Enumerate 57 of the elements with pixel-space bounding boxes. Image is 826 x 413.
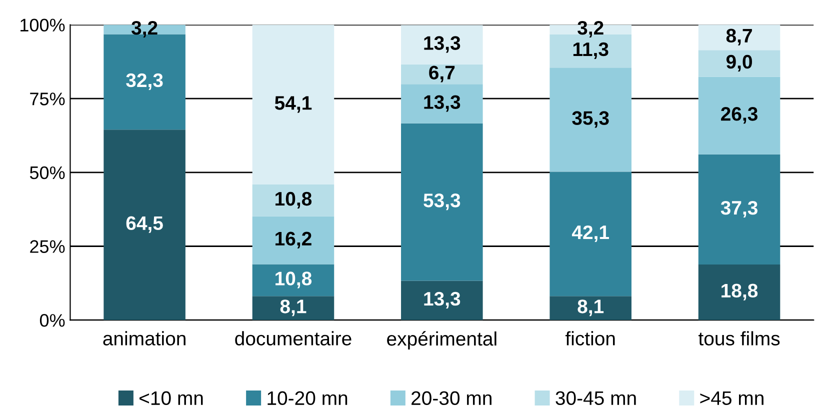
data-label: 8,1: [578, 300, 604, 316]
legend-label: 20-30 mn: [412, 391, 492, 406]
bar: [252, 184, 334, 216]
data-label: 18,8: [722, 284, 758, 300]
data-label: 9,0: [726, 54, 752, 72]
data-label: 16,2: [276, 232, 312, 248]
data-label: 8,1: [280, 300, 306, 316]
bar: [698, 264, 780, 320]
bar: [252, 264, 334, 296]
y-tick-label: 25%: [30, 240, 65, 253]
bar: [252, 24, 334, 185]
bar: [252, 216, 334, 264]
bar: [401, 84, 483, 124]
data-label: 3,2: [578, 20, 604, 38]
bar: [401, 64, 483, 84]
data-label: 6,7: [429, 66, 455, 82]
legend-label: >45 mn: [700, 391, 764, 406]
bar: [104, 130, 186, 320]
y-tick-label: 75%: [30, 92, 65, 106]
x-tick-label: animation: [103, 331, 186, 346]
bar: [550, 68, 632, 172]
x-tick-label: documentaire: [235, 331, 352, 346]
data-label: 32,3: [126, 73, 163, 90]
data-label: 10,8: [276, 192, 312, 209]
data-label: 8,7: [726, 28, 752, 46]
y-tick-label: 100%: [20, 18, 65, 32]
data-label: 26,3: [721, 107, 758, 124]
data-label: 13,3: [424, 95, 460, 112]
bar: [698, 50, 780, 77]
y-tick-label: 0%: [40, 314, 65, 327]
x-tick-label: fiction: [565, 331, 615, 346]
data-label: 13,3: [424, 36, 460, 53]
bar: [550, 296, 632, 320]
data-label: 37,3: [720, 200, 758, 218]
data-label: 35,3: [572, 111, 609, 128]
bar: [550, 172, 632, 296]
data-label: 11,3: [573, 42, 608, 59]
x-tick-label: expérimental: [387, 331, 496, 350]
data-label: 54,1: [274, 96, 312, 113]
legend-label: 10-20 mn: [268, 391, 348, 406]
bar: [698, 24, 780, 50]
data-label: 53,3: [424, 194, 460, 210]
legend-label: <10 mn: [140, 391, 203, 406]
legend-label: 30-45 mn: [556, 391, 636, 406]
bar: [698, 76, 780, 154]
data-label: 3,2: [131, 20, 158, 38]
y-tick-label: 50%: [30, 166, 65, 180]
data-label: 42,1: [572, 225, 609, 242]
bar: [401, 123, 483, 281]
bar: [698, 154, 780, 265]
data-label: 64,5: [126, 216, 163, 233]
bar: [252, 296, 334, 320]
bar: [401, 25, 483, 64]
data-label: 13,3: [424, 292, 460, 308]
x-tick-label: tous films: [698, 331, 780, 346]
data-label: 10,8: [276, 272, 312, 288]
bar: [401, 280, 483, 320]
